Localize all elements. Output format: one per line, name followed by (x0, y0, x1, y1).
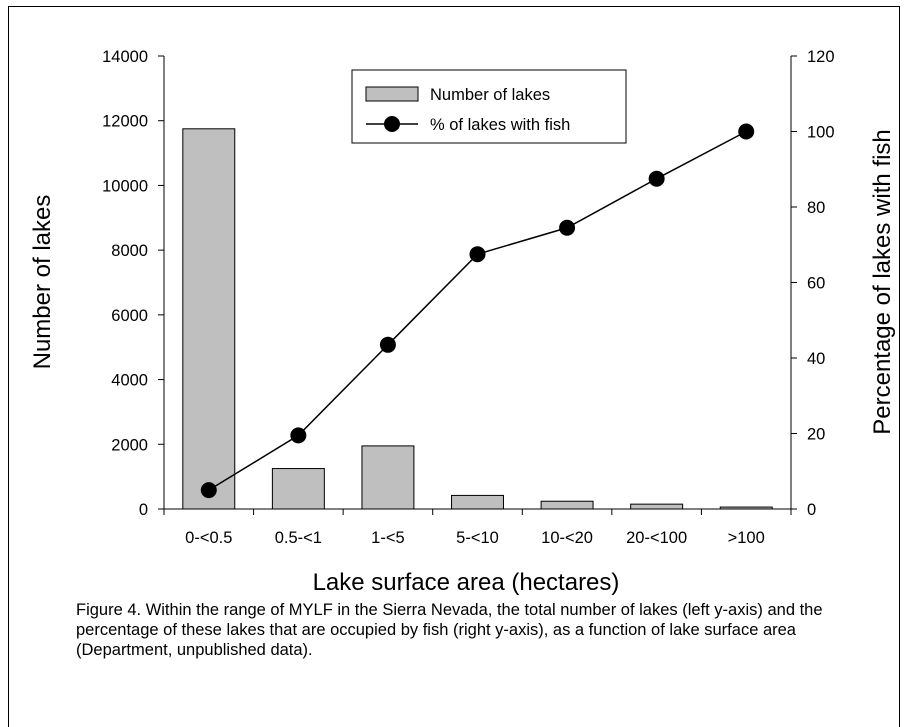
x-tick-label: 5-<10 (456, 529, 499, 547)
x-tick-label: 10-<20 (541, 529, 593, 547)
line-point (648, 170, 665, 187)
y2-axis-label: Percentage of lakes with fish (869, 129, 896, 435)
bar (182, 128, 236, 510)
y-tick-label: 6000 (111, 307, 148, 325)
y-tick-label: 8000 (111, 242, 148, 260)
x-tick-label: 1-<5 (371, 529, 404, 547)
legend-line-marker (384, 116, 400, 132)
y-tick-label: 12000 (102, 113, 148, 131)
x-axis-label: Lake surface area (hectares) (313, 569, 620, 596)
bar (271, 468, 325, 510)
x-tick-label: 0.5-<1 (275, 529, 322, 547)
line-point (559, 219, 576, 236)
series-line (208, 130, 747, 491)
y-axis-label: Number of lakes (29, 195, 56, 370)
y2-tick-label: 120 (807, 48, 835, 66)
bar (361, 445, 415, 510)
line-point (469, 246, 486, 263)
y-tick-label: 0 (139, 501, 148, 519)
legend-bar-swatch (365, 86, 419, 102)
figure-caption: Figure 4. Within the range of MYLF in th… (76, 601, 823, 659)
bar (630, 503, 684, 510)
y2-tick-label: 100 (807, 124, 835, 142)
y2-tick-label: 0 (807, 501, 816, 519)
legend: Number of lakes % of lakes with fish (351, 69, 627, 144)
x-tick-label: 0-<0.5 (185, 529, 232, 547)
bar (451, 494, 504, 510)
line-point (290, 427, 307, 444)
legend-label-line: % of lakes with fish (430, 116, 570, 134)
y-tick-label: 14000 (102, 48, 148, 66)
y-tick-label: 2000 (111, 436, 148, 454)
line-point (379, 336, 396, 353)
bar (540, 500, 594, 510)
axes: 0 2000 4000 6000 8000 10000 12000 14000 0 20 40 60 8… (102, 48, 834, 547)
x-tick-label: >100 (728, 529, 765, 547)
legend-box (351, 69, 627, 144)
y2-tick-label: 40 (807, 350, 825, 368)
line-point (200, 482, 217, 499)
y2-tick-label: 20 (807, 426, 825, 444)
y-tick-label: 4000 (111, 372, 148, 390)
x-tick-label: 20-<100 (626, 529, 687, 547)
legend-label-bars: Number of lakes (430, 86, 550, 104)
figure-frame (8, 6, 900, 727)
line-series (200, 123, 755, 499)
y2-tick-label: 80 (807, 199, 825, 217)
y-tick-label: 10000 (102, 177, 148, 195)
y2-tick-label: 60 (807, 275, 825, 293)
chart: 0 2000 4000 6000 8000 10000 12000 14000 0 20 40 60 8… (29, 48, 896, 596)
line-point (738, 123, 755, 140)
